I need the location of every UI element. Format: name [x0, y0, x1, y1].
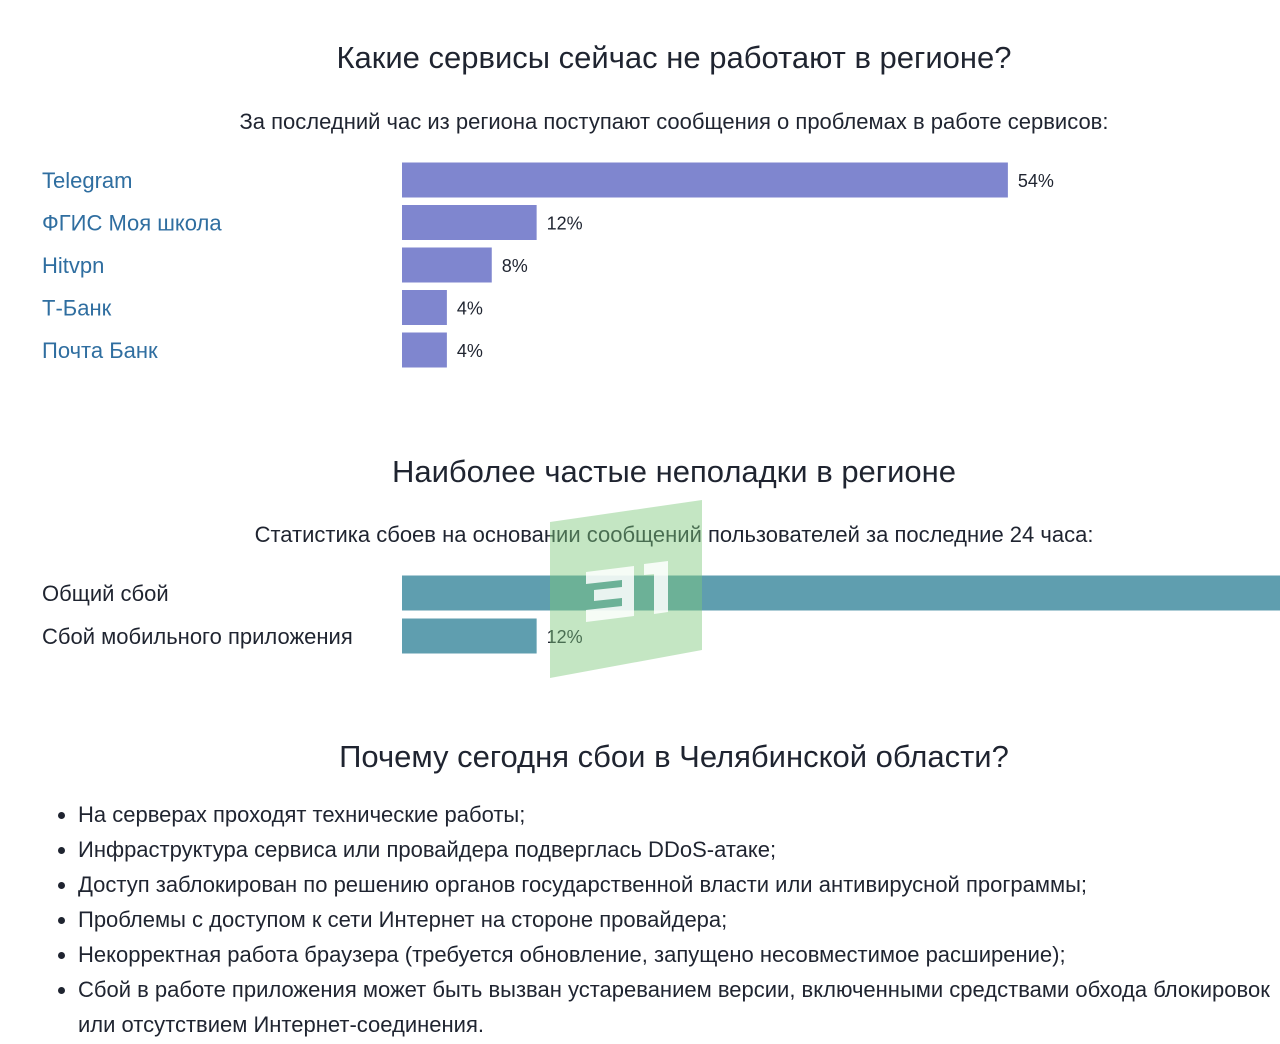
category-label: Почта Банк — [42, 338, 158, 363]
category-label: Hitvpn — [42, 253, 104, 278]
bar — [402, 575, 1280, 611]
value-label: 4% — [457, 299, 483, 319]
category-label: Сбой мобильного приложения — [42, 624, 353, 649]
category-label: Т-Банк — [42, 296, 112, 321]
reasons-title: Почему сегодня сбои в Челябинской област… — [339, 739, 1009, 774]
issues-title: Наиболее частые неполадки в регионе — [391, 454, 957, 489]
services-bar-chart: Telegram 54% ФГИС Моя школа 12% Hitvpn 8% Т-Ба… — [42, 162, 1054, 368]
services-subtitle: За последний час из региона поступают со… — [239, 109, 1109, 134]
reason-item: На серверах проходят технические работы; — [78, 797, 1280, 832]
issues-bar-chart: Общий сбой87%Сбой мобильного приложения1… — [42, 575, 1280, 654]
value-label: 4% — [457, 341, 483, 361]
reason-item: Доступ заблокирован по решению органов г… — [78, 867, 1280, 902]
issues-subtitle: Статистика сбоев на основании сообщений … — [254, 522, 1094, 547]
category-label: Telegram — [42, 168, 132, 193]
bar — [402, 205, 537, 240]
reason-item: Сбой в работе приложения может быть вызв… — [78, 972, 1280, 1042]
bar — [402, 162, 1008, 198]
value-label: 54% — [1018, 171, 1054, 191]
reason-item: Некорректная работа браузера (требуется … — [78, 937, 1280, 972]
reason-item: Инфраструктура сервиса или провайдера по… — [78, 832, 1280, 867]
value-label: 12% — [547, 214, 583, 234]
value-label: 8% — [502, 256, 528, 276]
bar — [402, 618, 537, 654]
reason-item: Проблемы с доступом к сети Интернет на с… — [78, 902, 1280, 937]
bar — [402, 247, 492, 283]
reasons-list: На серверах проходят технические работы;… — [40, 797, 1280, 1042]
bar — [402, 332, 447, 368]
category-label: Общий сбой — [42, 581, 169, 606]
value-label: 12% — [547, 627, 583, 647]
bar — [402, 290, 447, 325]
category-label: ФГИС Моя школа — [42, 211, 222, 236]
services-title: Какие сервисы сейчас не работают в регио… — [336, 40, 1012, 75]
